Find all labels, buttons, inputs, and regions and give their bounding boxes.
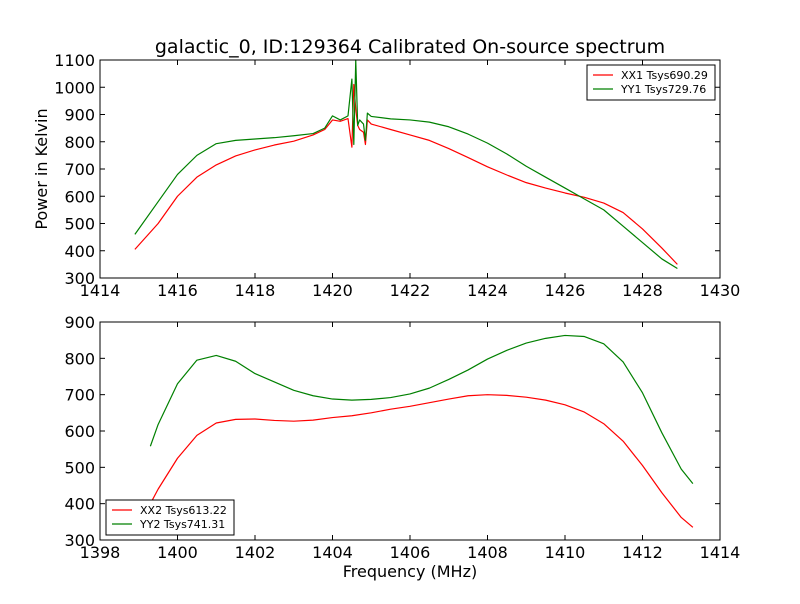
x-tick-label: 1414 — [80, 281, 121, 300]
y-tick-label: 400 — [64, 242, 95, 261]
series-line-yy2 — [149, 334, 694, 485]
y-tick-label: 700 — [64, 160, 95, 179]
x-tick-label: 1416 — [157, 281, 198, 300]
x-tick-label: 1428 — [622, 281, 663, 300]
x-tick-label: 1418 — [235, 281, 276, 300]
y-tick-label: 300 — [64, 269, 95, 288]
x-tick-label: 1402 — [235, 543, 276, 562]
top-panel: 1414 1416 1418 1420 1422 1424 1426 1428 1430 300 4… — [32, 51, 740, 300]
x-tick-label: 1420 — [312, 281, 353, 300]
x-tick-label: 1422 — [390, 281, 431, 300]
y-tick-label: 800 — [64, 349, 95, 368]
x-tick-label: 1398 — [80, 543, 121, 562]
chart-title: galactic_0, ID:129364 Calibrated On-sour… — [155, 36, 665, 58]
y-tick-label: 900 — [64, 106, 95, 125]
x-tick-label: 1414 — [700, 543, 741, 562]
y-tick-label: 1100 — [54, 51, 95, 70]
y-tick-label: 900 — [64, 313, 95, 332]
legend-entry: YY2 Tsys741.31 — [139, 518, 225, 531]
y-tick-label: 1000 — [54, 78, 95, 97]
legend-entry: XX2 Tsys613.22 — [140, 504, 227, 517]
x-tick-label: 1412 — [622, 543, 663, 562]
y-tick-label: 400 — [64, 495, 95, 514]
x-tick-label: 1404 — [312, 543, 353, 562]
legend-box — [586, 64, 716, 101]
x-tick-label: 1426 — [545, 281, 586, 300]
y-tick-label: 300 — [64, 531, 95, 550]
y-tick-label: 800 — [64, 133, 95, 152]
x-axis-label: Frequency (MHz) — [343, 562, 477, 581]
series-line-xx1 — [134, 83, 678, 265]
y-tick-label: 600 — [64, 422, 95, 441]
series-line-yy1 — [134, 59, 678, 269]
legend-entry: YY1 Tsys729.76 — [620, 83, 706, 96]
x-tick-label: 1400 — [157, 543, 198, 562]
series-line-xx2 — [149, 394, 694, 528]
y-tick-label: 500 — [64, 215, 95, 234]
y-tick-label: 600 — [64, 187, 95, 206]
x-tick-label: 1430 — [700, 281, 741, 300]
y-tick-label: 700 — [64, 386, 95, 405]
y-axis-label: Power in Kelvin — [32, 108, 51, 229]
x-tick-label: 1406 — [390, 543, 431, 562]
legend-entry: XX1 Tsys690.29 — [621, 69, 708, 82]
x-tick-label: 1410 — [545, 543, 586, 562]
y-tick-label: 500 — [64, 458, 95, 477]
legend-box — [105, 499, 235, 536]
x-tick-label: 1408 — [467, 543, 508, 562]
bottom-panel: 1398 1400 1402 1404 1406 1408 1410 1412 1414 300 4… — [64, 313, 740, 581]
x-tick-label: 1424 — [467, 281, 508, 300]
